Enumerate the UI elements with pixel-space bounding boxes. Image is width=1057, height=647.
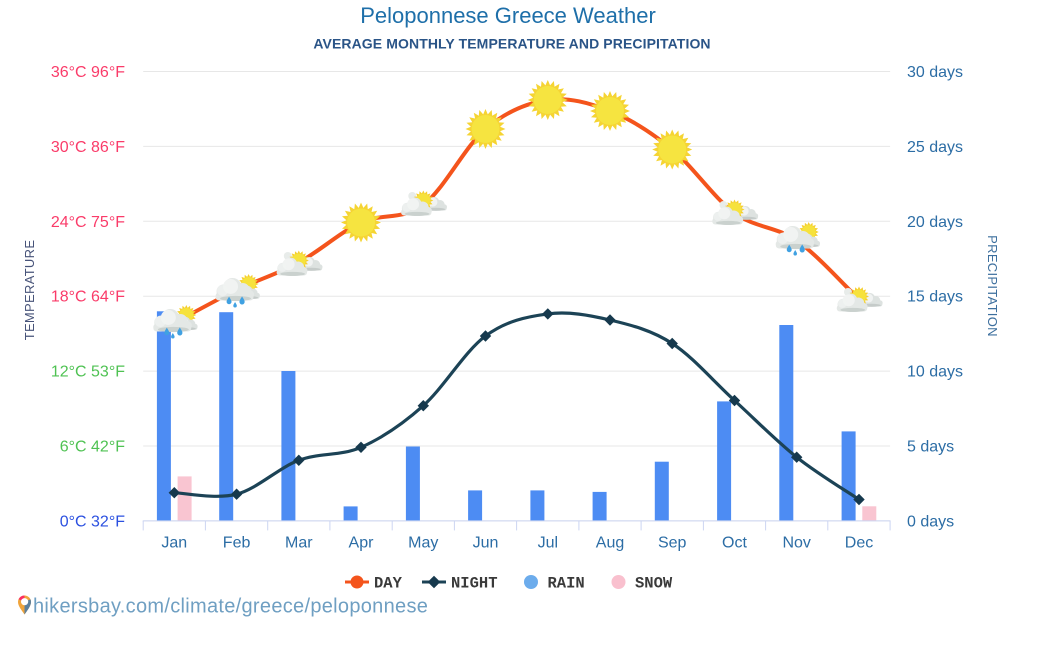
svg-text:20 days: 20 days xyxy=(907,214,963,231)
svg-text:Oct: Oct xyxy=(722,535,747,552)
svg-text:30°C 86°F: 30°C 86°F xyxy=(51,139,125,156)
svg-text:PRECIPITATION: PRECIPITATION xyxy=(985,235,1000,337)
svg-text:Jul: Jul xyxy=(538,535,558,552)
svg-text:18°C 64°F: 18°C 64°F xyxy=(51,289,125,306)
svg-text:Jan: Jan xyxy=(161,535,187,552)
svg-text:TEMPERATURE: TEMPERATURE xyxy=(22,240,37,341)
svg-text:12°C 53°F: 12°C 53°F xyxy=(51,364,125,381)
svg-text:Feb: Feb xyxy=(223,535,251,552)
svg-text:0 days: 0 days xyxy=(907,513,954,530)
svg-text:10 days: 10 days xyxy=(907,364,963,381)
svg-text:15 days: 15 days xyxy=(907,289,963,306)
svg-text:36°C 96°F: 36°C 96°F xyxy=(51,64,125,81)
svg-text:Peloponnese Greece Weather: Peloponnese Greece Weather xyxy=(360,3,656,28)
svg-text:May: May xyxy=(408,535,438,552)
svg-text:6°C 42°F: 6°C 42°F xyxy=(60,439,125,456)
svg-text:Aug: Aug xyxy=(596,535,624,552)
svg-text:hikersbay.com/climate/greece/p: hikersbay.com/climate/greece/peloponnese xyxy=(33,596,428,618)
svg-text:NIGHT: NIGHT xyxy=(451,575,498,593)
svg-text:AVERAGE MONTHLY TEMPERATURE AN: AVERAGE MONTHLY TEMPERATURE AND PRECIPIT… xyxy=(313,36,710,52)
svg-text:Jun: Jun xyxy=(473,535,499,552)
svg-text:Sep: Sep xyxy=(658,535,687,552)
svg-text:0°C 32°F: 0°C 32°F xyxy=(60,513,125,530)
svg-text:RAIN: RAIN xyxy=(548,575,585,593)
svg-text:24°C 75°F: 24°C 75°F xyxy=(51,214,125,231)
svg-text:Nov: Nov xyxy=(782,535,810,552)
svg-text:5 days: 5 days xyxy=(907,439,954,456)
svg-text:SNOW: SNOW xyxy=(635,575,673,593)
svg-text:DAY: DAY xyxy=(374,575,403,593)
svg-text:30 days: 30 days xyxy=(907,64,963,81)
svg-text:25 days: 25 days xyxy=(907,139,963,156)
svg-text:Mar: Mar xyxy=(285,535,313,552)
svg-text:Dec: Dec xyxy=(845,535,873,552)
svg-text:Apr: Apr xyxy=(349,535,375,552)
